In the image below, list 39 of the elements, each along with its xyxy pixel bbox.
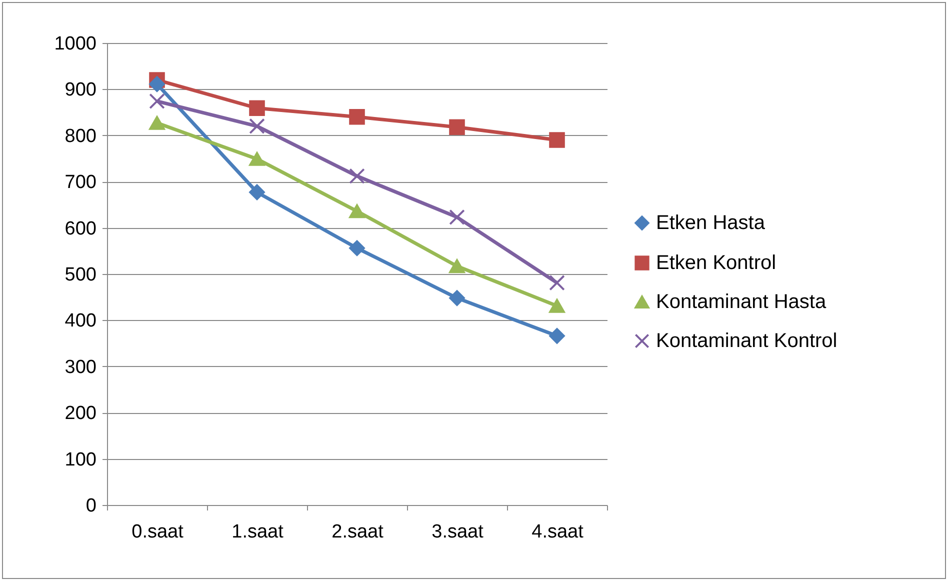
point [449,209,465,226]
point [449,290,465,306]
point [449,119,465,135]
point [349,109,365,125]
point [449,259,465,274]
y-tick-label: 1000 [54,34,96,54]
x-tick-label: 1.saat [232,522,284,542]
y-tick-label: 900 [64,80,96,101]
point [349,168,365,184]
point [349,240,365,256]
x-tick-label: 3.saat [432,522,484,542]
point [249,100,265,116]
point [349,204,365,218]
point [149,93,165,110]
point [149,116,165,130]
y-tick-label: 800 [64,126,96,147]
y-tick-label: 700 [64,172,96,194]
x-tick-label: 2.saat [332,522,384,542]
y-tick-label: 600 [64,218,96,240]
y-tick-label: 100 [64,449,96,470]
x-tick-label: 0.saat [132,522,184,542]
y-tick-label: 500 [64,264,96,286]
legend-label: Kontaminant Hasta [656,291,827,313]
point [249,118,265,134]
y-tick-label: 300 [64,356,96,378]
point [249,184,265,200]
y-tick-label: 400 [64,310,96,332]
legend-label: Etken Hasta [656,212,766,234]
y-tick-label: 0 [86,496,96,516]
legend-label: Etken Kontrol [656,252,776,274]
legend-label: Kontaminant Kontrol [656,330,838,352]
y-tick-label: 200 [64,403,96,424]
point [149,76,165,92]
point [249,152,265,166]
point [549,132,565,148]
point [549,298,565,313]
point [549,274,565,291]
x-tick-label: 4.saat [532,522,584,542]
point [549,328,565,344]
